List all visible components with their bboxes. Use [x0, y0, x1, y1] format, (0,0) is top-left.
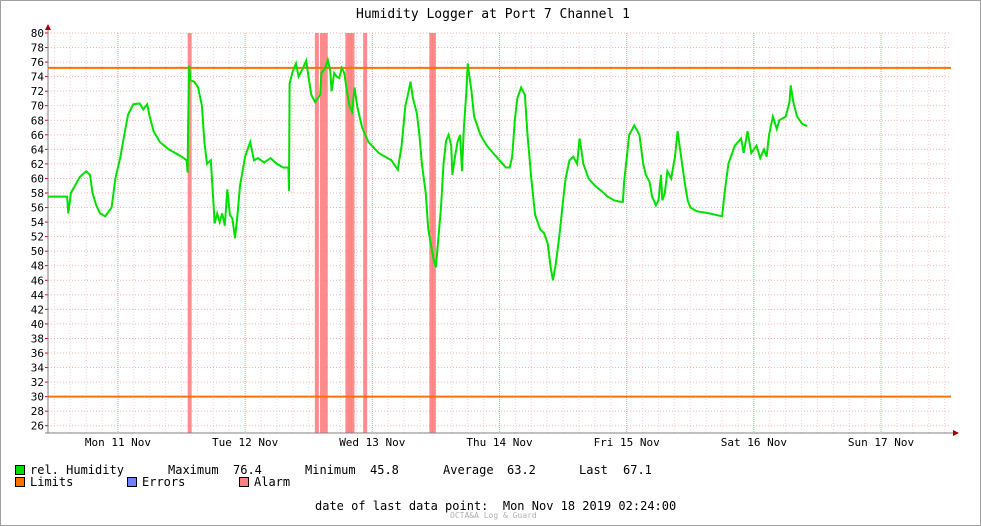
alarm-band [363, 33, 368, 433]
y-tick-label: 48 [31, 260, 44, 273]
y-tick-label: 56 [31, 202, 44, 215]
y-tick-label: 78 [31, 42, 44, 55]
y-tick-label: 52 [31, 231, 44, 244]
chart-title: Humidity Logger at Port 7 Channel 1 [356, 7, 630, 22]
alarm-bands [187, 33, 436, 433]
x-tick-label: Thu 14 Nov [466, 436, 533, 449]
y-tick-label: 68 [31, 114, 44, 127]
y-tick-label: 62 [31, 158, 44, 171]
x-tick-labels: Mon 11 Nov Tue 12 Nov Wed 13 Nov Thu 14 Nov… [85, 436, 915, 449]
series-line-humidity [48, 56, 808, 281]
y-tick-label: 72 [31, 85, 44, 98]
y-tick-label: 46 [31, 274, 44, 287]
legend-label-humidity: rel. Humidity [30, 463, 124, 477]
stat-last-value: 67.1 [623, 463, 652, 477]
x-axis-arrow [953, 430, 959, 436]
x-tick-label: Mon 11 Nov [85, 436, 152, 449]
alarm-band [314, 33, 319, 433]
y-tick-label: 36 [31, 347, 44, 360]
x-tick-label: Sat 16 Nov [721, 436, 788, 449]
y-tick-label: 60 [31, 172, 44, 185]
y-tick-label: 66 [31, 129, 44, 142]
y-tick-label: 70 [31, 100, 44, 113]
y-tick-label: 64 [31, 143, 45, 156]
stat-avg-value: 63.2 [507, 463, 536, 477]
limit-lines [48, 66, 951, 398]
alarm-band [187, 33, 192, 433]
stat-min-value: 45.8 [370, 463, 399, 477]
y-tick-label: 26 [31, 420, 44, 433]
legend-swatch-humidity [15, 465, 25, 475]
stat-avg-label: Average [443, 463, 494, 477]
y-tick-label: 50 [31, 245, 44, 258]
x-tick-label: Wed 13 Nov [339, 436, 406, 449]
stat-max-label: Maximum [168, 463, 219, 477]
alarm-band [347, 33, 352, 433]
y-tick-label: 44 [31, 289, 45, 302]
last-data-point: date of last data point: Mon Nov 18 2019… [315, 499, 677, 513]
y-tick-label: 38 [31, 332, 44, 345]
watermark: OCTA&A Log & Guard [450, 511, 537, 520]
stat-last-label: Last [579, 463, 608, 477]
y-axis-arrow [45, 24, 51, 30]
y-tick-label: 32 [31, 376, 44, 389]
x-tick-label: Fri 15 Nov [594, 436, 661, 449]
grid-lines [45, 32, 951, 433]
legend-swatch-alarm [239, 477, 249, 487]
y-tick-label: 30 [31, 391, 44, 404]
legend-label-limits: Limits [30, 475, 74, 489]
legend-swatch-limits [15, 477, 25, 487]
y-tick-label: 74 [31, 71, 45, 84]
y-tick-label: 54 [31, 216, 45, 229]
x-tick-label: Tue 12 Nov [212, 436, 279, 449]
stat-min-label: Minimum [305, 463, 356, 477]
legend-label-alarm: Alarm [254, 475, 291, 489]
stat-max-value: 76.4 [233, 463, 262, 477]
axes [45, 24, 959, 436]
alarm-band [431, 33, 436, 433]
alarm-band [323, 33, 328, 433]
x-tick-label: Sun 17 Nov [848, 436, 915, 449]
y-tick-label: 28 [31, 405, 44, 418]
y-tick-label: 40 [31, 318, 44, 331]
alarm-band [429, 33, 434, 433]
y-tick-label: 58 [31, 187, 44, 200]
y-tick-label: 42 [31, 303, 44, 316]
y-tick-label: 80 [31, 27, 44, 40]
alarm-band [345, 33, 350, 433]
y-tick-label: 34 [31, 362, 45, 375]
y-tick-label: 76 [31, 56, 44, 69]
legend-label-errors: Errors [142, 475, 186, 489]
legend-swatch-errors [127, 477, 137, 487]
alarm-band [319, 33, 324, 433]
alarm-band [350, 33, 355, 433]
